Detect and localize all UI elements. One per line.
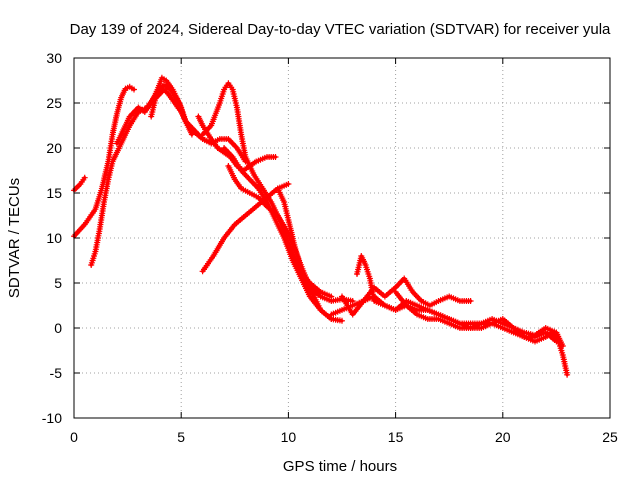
- y-tick-label: -5: [50, 365, 63, 381]
- x-tick-label: 0: [70, 429, 78, 445]
- y-tick-label: 20: [46, 140, 62, 156]
- x-tick-label: 15: [388, 429, 404, 445]
- series-markers-track-e: [148, 86, 195, 138]
- series-line-track-h: [201, 182, 290, 273]
- y-tick-label: 30: [46, 50, 62, 66]
- series-markers-track-o: [392, 289, 566, 349]
- x-tick-label: 20: [495, 429, 511, 445]
- x-tick-label: 10: [281, 429, 297, 445]
- y-tick-label: 15: [46, 185, 62, 201]
- series-markers-track-g: [199, 80, 335, 300]
- y-tick-label: 0: [54, 320, 62, 336]
- y-axis-label: SDTVAR / TECUs: [6, 178, 23, 298]
- y-tick-label: 25: [46, 95, 62, 111]
- chart-title: Day 139 of 2024, Sidereal Day-to-day VTE…: [70, 21, 611, 38]
- series-markers-track-n: [339, 275, 474, 318]
- x-axis-label: GPS time / hours: [283, 458, 397, 475]
- series-line-track-g: [201, 81, 333, 299]
- y-tick-label: 5: [54, 275, 62, 291]
- x-tick-label: 5: [177, 429, 185, 445]
- x-tick-label: 25: [602, 429, 618, 445]
- series-layer: [71, 74, 571, 378]
- y-tick-label: 10: [46, 230, 62, 246]
- y-tick-label: -10: [42, 410, 62, 426]
- series-markers-track-k: [274, 185, 356, 304]
- grid: [74, 58, 610, 418]
- axis-ticks: 0 5 10 15 20 25 -10 -5 0 5 10 15 20 25 30: [42, 50, 618, 445]
